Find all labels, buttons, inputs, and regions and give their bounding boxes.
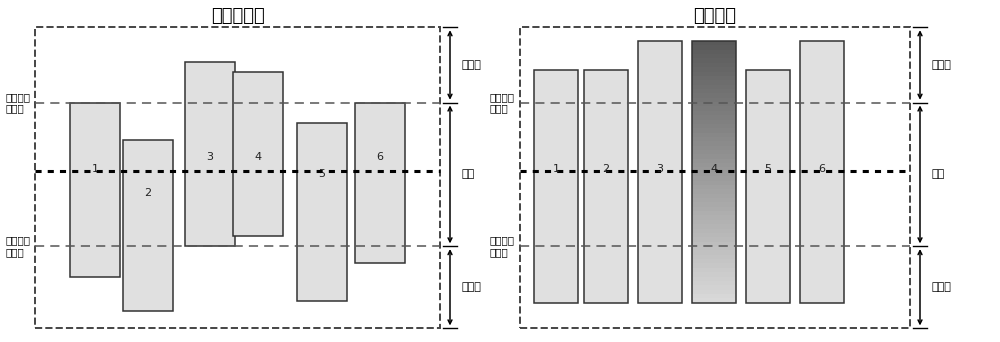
Bar bbox=[692, 93, 736, 98]
Bar bbox=[692, 141, 736, 146]
Bar bbox=[746, 70, 790, 303]
Bar bbox=[692, 89, 736, 93]
Bar bbox=[692, 124, 736, 128]
Bar bbox=[692, 120, 736, 124]
Bar bbox=[692, 67, 736, 71]
Bar bbox=[692, 181, 736, 185]
Bar bbox=[70, 103, 120, 277]
Bar bbox=[123, 140, 173, 311]
Text: 2: 2 bbox=[144, 188, 152, 198]
Bar bbox=[584, 70, 628, 303]
Bar bbox=[692, 228, 736, 233]
Bar bbox=[692, 268, 736, 272]
Bar bbox=[692, 168, 736, 172]
Bar bbox=[692, 241, 736, 246]
Bar bbox=[692, 263, 736, 268]
Text: 不可用: 不可用 bbox=[932, 282, 952, 292]
Bar bbox=[297, 123, 347, 301]
Bar bbox=[355, 103, 405, 263]
Bar bbox=[692, 250, 736, 255]
Bar bbox=[692, 150, 736, 155]
Text: 6: 6 bbox=[376, 152, 384, 162]
Bar bbox=[692, 84, 736, 89]
Bar bbox=[185, 62, 235, 246]
Text: 不可用: 不可用 bbox=[932, 60, 952, 70]
Bar bbox=[692, 80, 736, 85]
Text: 3: 3 bbox=[207, 152, 214, 162]
Text: 2: 2 bbox=[602, 164, 610, 174]
Bar bbox=[692, 255, 736, 259]
Bar bbox=[35, 27, 440, 328]
Bar bbox=[692, 189, 736, 194]
Text: 可用: 可用 bbox=[932, 169, 945, 180]
Bar bbox=[534, 70, 578, 303]
Bar bbox=[692, 111, 736, 115]
Text: 可用: 可用 bbox=[462, 169, 475, 180]
Bar bbox=[692, 207, 736, 211]
Bar bbox=[692, 290, 736, 294]
Bar bbox=[692, 106, 736, 111]
Text: 6: 6 bbox=[818, 164, 826, 174]
Bar bbox=[692, 211, 736, 215]
Bar bbox=[692, 133, 736, 137]
Bar bbox=[692, 194, 736, 198]
Bar bbox=[692, 276, 736, 281]
Text: 1: 1 bbox=[92, 164, 98, 174]
Bar bbox=[692, 233, 736, 237]
Bar bbox=[692, 58, 736, 63]
Text: 放电电量
截止线: 放电电量 截止线 bbox=[490, 235, 515, 257]
Text: 充电电量
截止线: 充电电量 截止线 bbox=[5, 92, 30, 114]
Bar bbox=[692, 76, 736, 80]
Bar bbox=[692, 281, 736, 285]
Bar bbox=[692, 63, 736, 67]
Bar bbox=[692, 54, 736, 58]
Bar bbox=[692, 115, 736, 120]
Text: 不可用: 不可用 bbox=[462, 60, 482, 70]
Bar bbox=[692, 163, 736, 168]
Text: 均衡状态: 均衡状态 bbox=[694, 7, 737, 25]
Bar bbox=[692, 128, 736, 133]
Text: 4: 4 bbox=[710, 164, 718, 174]
Bar bbox=[692, 202, 736, 207]
Bar bbox=[520, 27, 910, 328]
Bar bbox=[638, 41, 682, 303]
Bar bbox=[800, 41, 844, 303]
Bar bbox=[692, 294, 736, 298]
Bar bbox=[692, 146, 736, 150]
Bar bbox=[692, 220, 736, 224]
Bar bbox=[692, 198, 736, 202]
Bar bbox=[692, 272, 736, 276]
Bar bbox=[692, 298, 736, 303]
Bar bbox=[692, 155, 736, 159]
Bar bbox=[692, 41, 736, 303]
Bar bbox=[692, 215, 736, 220]
Bar bbox=[692, 285, 736, 290]
Bar bbox=[692, 98, 736, 102]
Bar bbox=[692, 185, 736, 189]
Text: 3: 3 bbox=[656, 164, 664, 174]
Bar bbox=[692, 159, 736, 163]
Bar bbox=[692, 259, 736, 263]
Bar bbox=[233, 72, 283, 236]
Bar bbox=[692, 137, 736, 141]
Text: 5: 5 bbox=[765, 164, 772, 174]
Bar bbox=[692, 176, 736, 181]
Bar bbox=[692, 45, 736, 50]
Text: 不可用: 不可用 bbox=[462, 282, 482, 292]
Bar bbox=[692, 224, 736, 228]
Text: 4: 4 bbox=[254, 152, 262, 162]
Bar bbox=[692, 50, 736, 54]
Text: 5: 5 bbox=[318, 169, 326, 180]
Bar bbox=[692, 41, 736, 45]
Bar bbox=[692, 71, 736, 76]
Text: 不均衡状态: 不均衡状态 bbox=[211, 7, 264, 25]
Text: 充电电量
截止线: 充电电量 截止线 bbox=[490, 92, 515, 114]
Text: 放电电量
截止线: 放电电量 截止线 bbox=[5, 235, 30, 257]
Bar bbox=[692, 172, 736, 176]
Bar bbox=[692, 246, 736, 250]
Bar bbox=[692, 102, 736, 106]
Bar bbox=[692, 237, 736, 241]
Text: 1: 1 bbox=[552, 164, 560, 174]
